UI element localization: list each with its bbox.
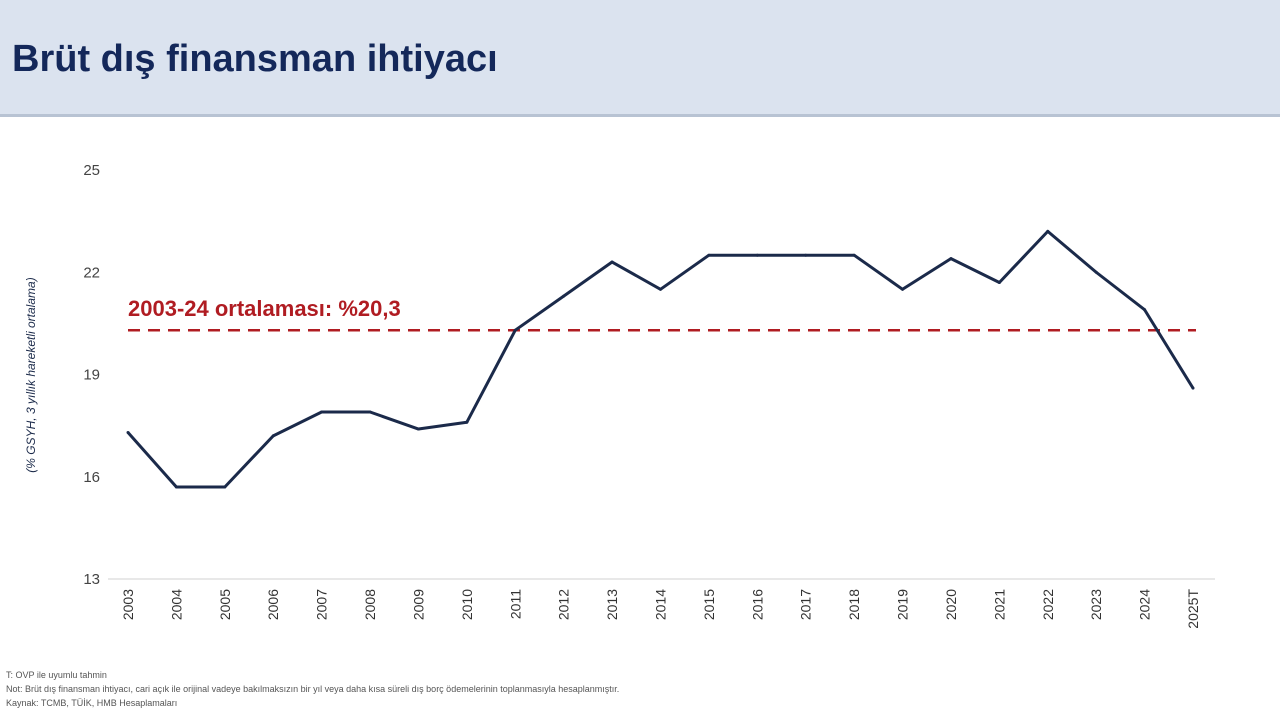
note-source: Kaynak: TCMB, TÜİK, HMB Hesaplamaları [6, 698, 178, 708]
data-point [271, 434, 275, 438]
x-tick-label: 2023 [1088, 589, 1104, 620]
y-axis-label: (% GSYH, 3 yıllık hareketli ortalama) [24, 277, 38, 472]
x-tick-label: 2007 [314, 589, 330, 620]
y-tick-label: 13 [83, 571, 100, 588]
footnotes: T: OVP ile uyumlu tahmin Not: Brüt dış f… [6, 668, 619, 710]
data-point [465, 420, 469, 424]
data-point [513, 328, 517, 332]
data-point [659, 287, 662, 291]
data-point [126, 430, 130, 434]
x-tick-label: 2021 [991, 589, 1007, 620]
x-tick-label: 2013 [604, 589, 620, 620]
note-forecast: T: OVP ile uyumlu tahmin [6, 670, 107, 680]
data-point [901, 287, 905, 291]
x-tick-label: 2016 [749, 589, 765, 620]
y-tick-label: 22 [83, 264, 100, 281]
x-tick-label: 2025T [1185, 589, 1201, 629]
data-point [416, 427, 420, 431]
data-point [804, 253, 808, 257]
y-tick-label: 25 [83, 162, 100, 179]
x-tick-label: 2006 [265, 589, 281, 620]
data-point [1191, 386, 1195, 390]
series-line [126, 229, 1195, 489]
data-point [223, 485, 227, 489]
reference-line-label: 2003-24 ortalaması: %20,3 [128, 296, 401, 321]
x-tick-label: 2003 [120, 589, 136, 620]
y-tick-label: 19 [83, 367, 100, 384]
x-tick-label: 2004 [168, 589, 184, 620]
data-point [707, 253, 711, 257]
data-point [949, 257, 953, 261]
y-tick-label: 16 [83, 469, 100, 486]
data-point [755, 253, 759, 257]
x-tick-label: 2022 [1040, 589, 1056, 620]
x-tick-label: 2011 [507, 589, 523, 619]
data-point [562, 294, 566, 298]
data-point [174, 485, 178, 489]
x-tick-label: 2020 [943, 589, 959, 620]
data-point [1094, 270, 1098, 274]
x-tick-label: 2012 [556, 589, 572, 620]
x-tick-label: 2019 [895, 589, 911, 620]
data-point [320, 410, 324, 414]
x-tick-label: 2015 [701, 589, 717, 620]
data-point [997, 280, 1001, 284]
x-tick-label: 2024 [1137, 589, 1153, 620]
x-tick-label: 2008 [362, 589, 378, 620]
data-point [1143, 308, 1147, 312]
page-title: Brüt dış finansman ihtiyacı [12, 38, 498, 80]
x-tick-label: 2005 [217, 589, 233, 620]
x-tick-label: 2017 [798, 589, 814, 620]
note-definition: Not: Brüt dış finansman ihtiyacı, cari a… [6, 684, 620, 694]
data-point [1046, 229, 1050, 233]
x-tick-label: 2009 [410, 589, 426, 620]
x-tick-label: 2018 [846, 589, 862, 620]
data-point [368, 410, 372, 414]
x-tick-label: 2010 [459, 589, 475, 620]
x-tick-label: 2014 [653, 589, 669, 620]
data-point [610, 260, 614, 264]
data-point [852, 253, 856, 257]
header-bar: Brüt dış finansman ihtiyacı [0, 0, 1280, 117]
